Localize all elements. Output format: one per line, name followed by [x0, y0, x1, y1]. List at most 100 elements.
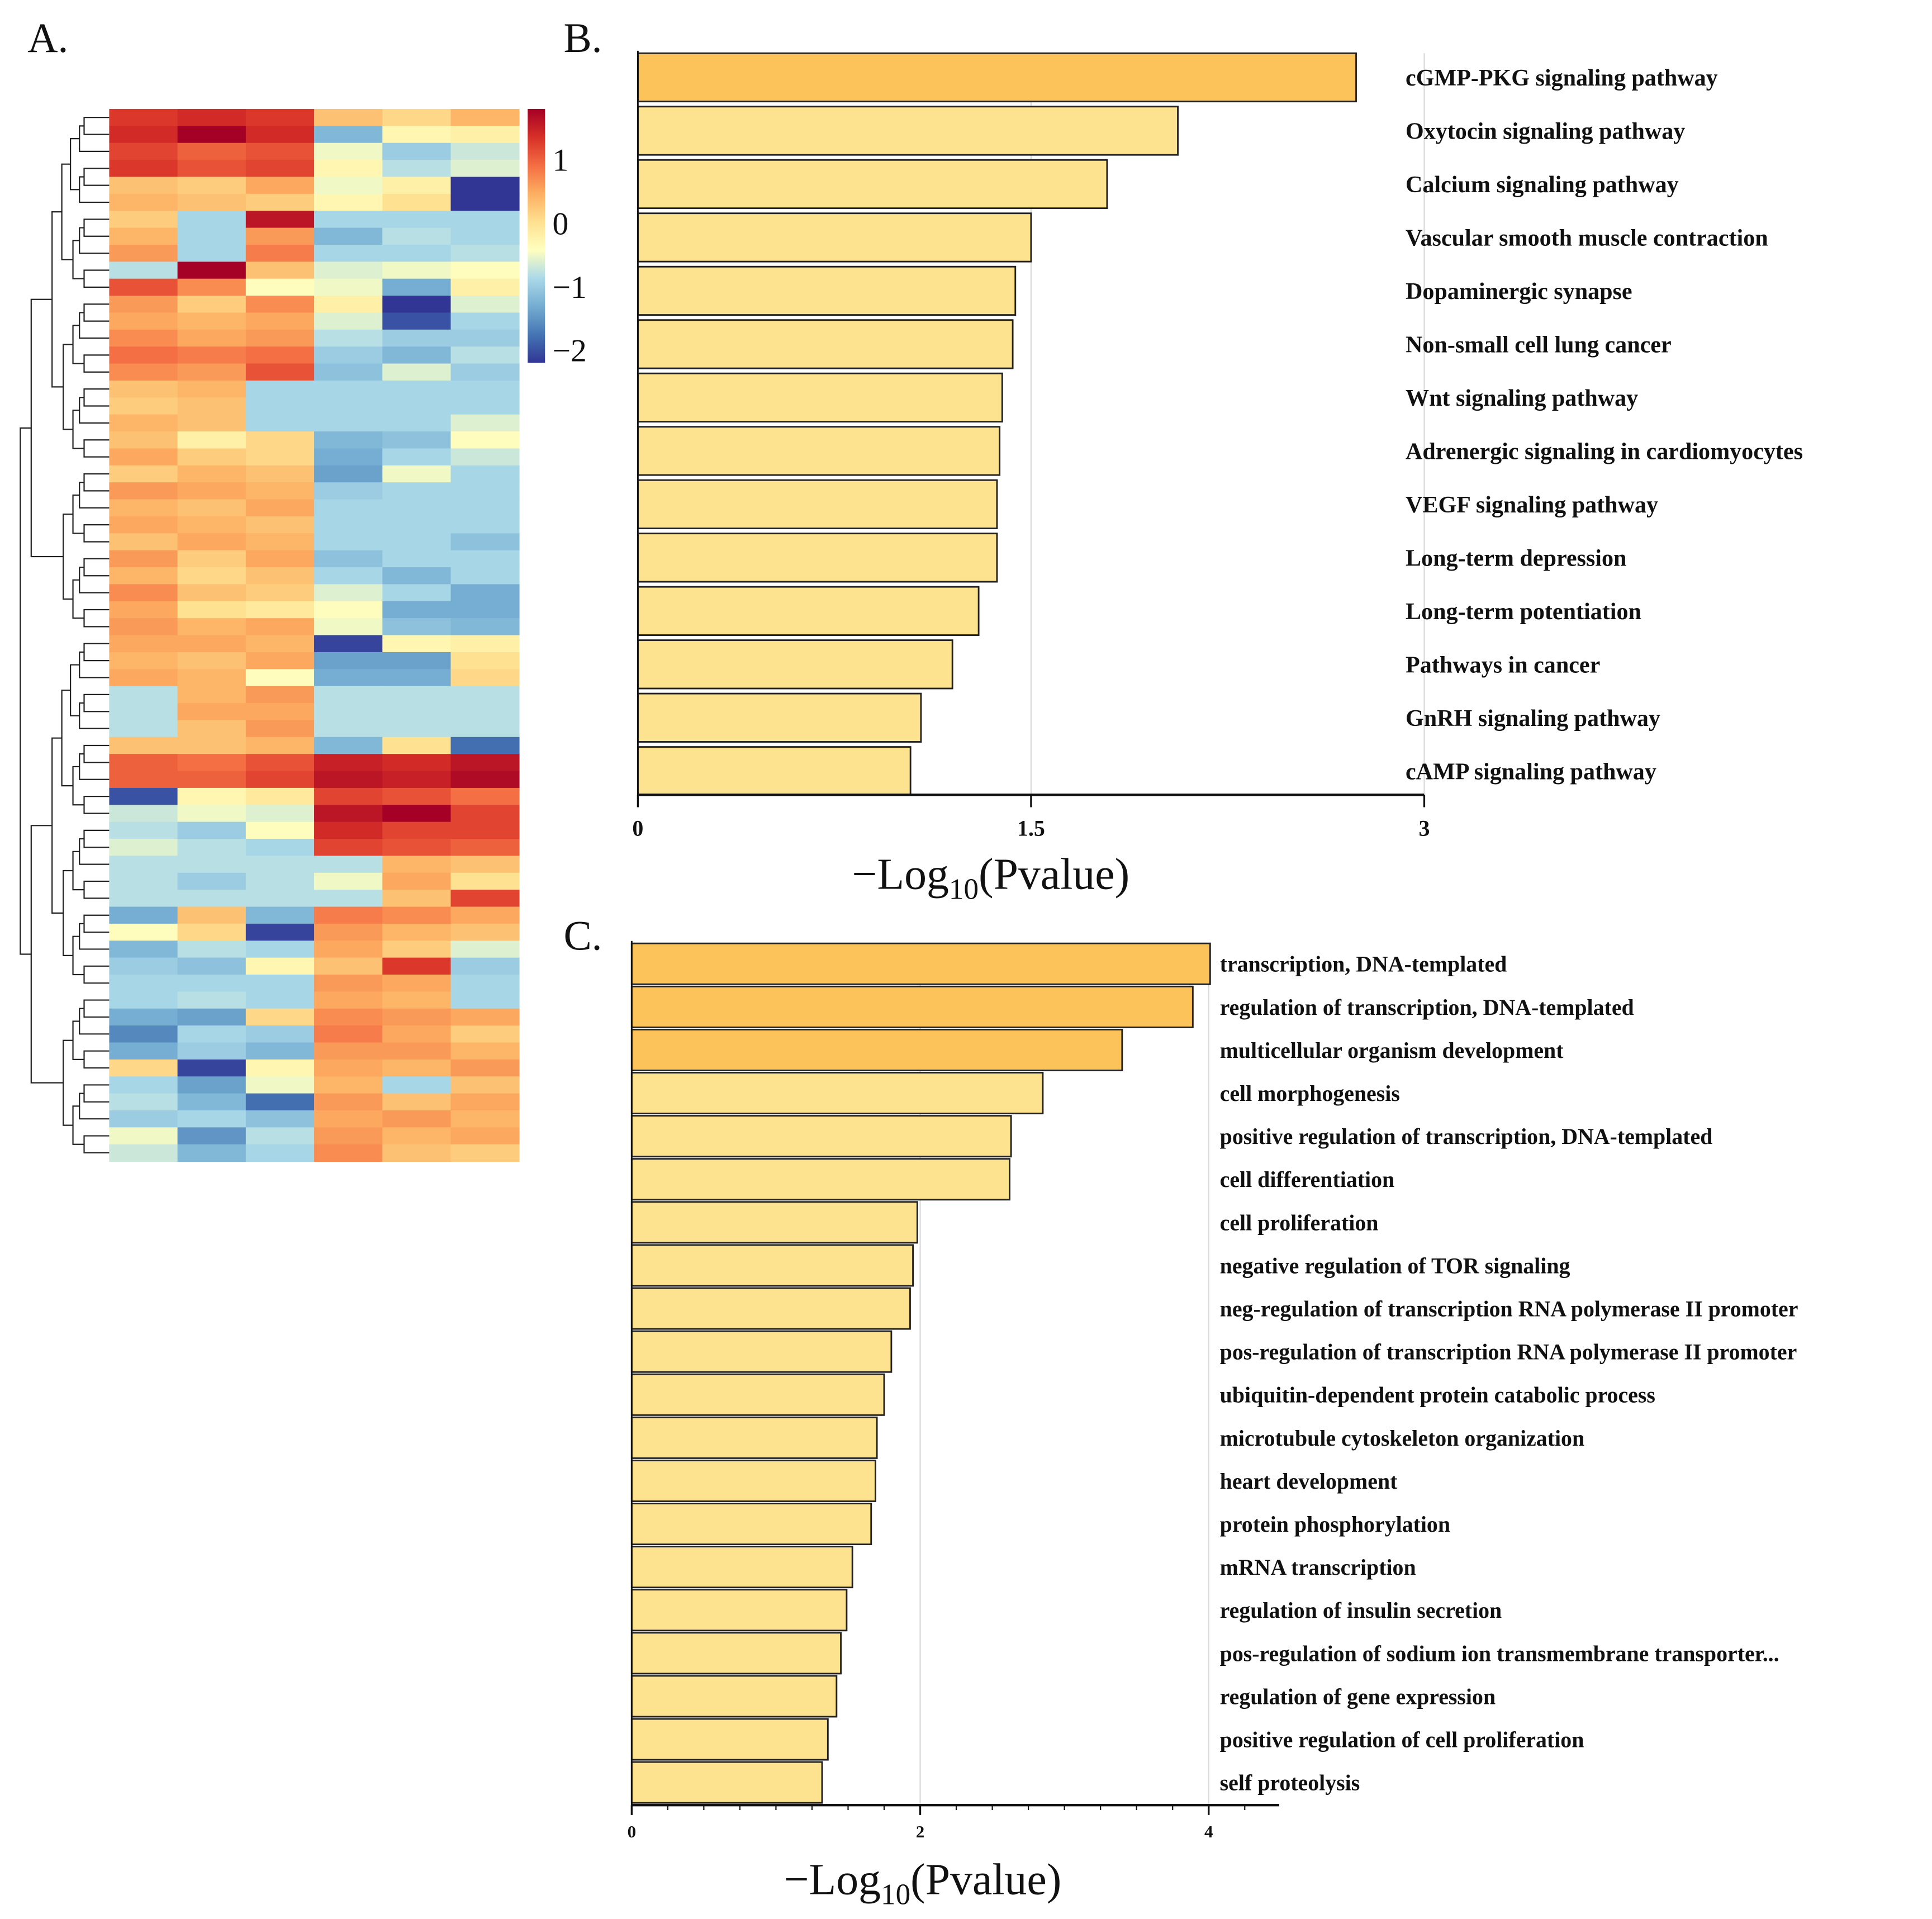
heatmap-cell — [450, 720, 520, 738]
heatmap-cell — [109, 720, 178, 738]
dendrogram-branch — [83, 609, 110, 628]
heatmap-cell — [109, 940, 178, 958]
colorbar-tick-label: −2 — [553, 333, 587, 368]
heatmap-cell — [382, 805, 452, 823]
bar — [630, 1459, 876, 1502]
heatmap-cell — [382, 957, 452, 975]
heatmap-cell — [450, 940, 520, 958]
heatmap-cell — [382, 211, 452, 229]
heatmap-cell — [177, 975, 246, 992]
heatmap-cell — [314, 499, 383, 517]
dendrogram-branch — [83, 694, 110, 712]
heatmap-cell — [245, 227, 315, 245]
heatmap-cell — [177, 516, 246, 534]
panel-label-c: C. — [563, 913, 602, 959]
heatmap-cell — [177, 1025, 246, 1043]
heatmap-cell — [314, 1093, 383, 1111]
heatmap-cell — [177, 686, 246, 704]
heatmap-cell — [450, 193, 520, 212]
heatmap-cell — [382, 754, 452, 772]
heatmap-cell — [382, 567, 452, 585]
x-tick-label: 1.5 — [1017, 815, 1045, 840]
heatmap-cell — [450, 1008, 520, 1027]
heatmap-cell — [314, 550, 383, 568]
heatmap-cell — [245, 737, 315, 755]
bar — [630, 1330, 893, 1373]
heatmap-cell — [177, 397, 246, 415]
heatmap-cell — [245, 431, 315, 449]
heatmap-cell — [450, 296, 520, 314]
heatmap-cell — [314, 940, 383, 958]
heatmap-cell — [245, 771, 315, 788]
bar — [630, 1115, 1012, 1158]
dendrogram-branch — [72, 851, 84, 891]
heatmap-cell — [382, 177, 452, 194]
heatmap-cell — [314, 856, 383, 873]
heatmap-cell — [382, 584, 452, 602]
dendrogram-branch — [83, 269, 110, 288]
heatmap-cell — [177, 312, 246, 330]
bar — [630, 1632, 842, 1675]
heatmap-cell — [314, 669, 383, 687]
heatmap-panel-a — [109, 108, 520, 1162]
heatmap-cell — [314, 1144, 383, 1162]
heatmap-cell — [314, 346, 383, 364]
heatmap-cell — [245, 805, 315, 823]
heatmap-cell — [382, 906, 452, 924]
heatmap-cell — [109, 414, 178, 432]
heatmap-cell — [314, 805, 383, 823]
category-label: regulation of transcription, DNA-templat… — [1220, 995, 1634, 1020]
heatmap-cell — [450, 805, 520, 823]
dendrogram-branch — [83, 303, 110, 322]
heatmap-cell — [109, 856, 178, 873]
dendrogram-branch — [72, 240, 84, 279]
heatmap-cell — [109, 1042, 178, 1060]
heatmap-cell — [450, 329, 520, 348]
heatmap-cell — [314, 160, 383, 178]
heatmap-cell — [382, 1110, 452, 1128]
heatmap-cell — [245, 533, 315, 551]
heatmap-cell — [450, 686, 520, 704]
heatmap-cell — [109, 346, 178, 364]
x-axis-title-subscript: 10 — [949, 872, 979, 905]
heatmap-cell — [382, 856, 452, 873]
heatmap-cell — [450, 397, 520, 415]
bar — [637, 212, 1032, 263]
heatmap-cell — [314, 1042, 383, 1060]
heatmap-cell — [177, 329, 246, 348]
heatmap-cell — [177, 533, 246, 551]
heatmap-cell — [109, 821, 178, 839]
heatmap-cell — [177, 618, 246, 636]
heatmap-cell — [382, 1076, 452, 1094]
heatmap-cell — [245, 397, 315, 415]
heatmap-cell — [314, 601, 383, 619]
category-label: protein phosphorylation — [1220, 1512, 1450, 1537]
heatmap-cell — [177, 584, 246, 602]
heatmap-cell — [177, 957, 246, 975]
heatmap-cell — [109, 805, 178, 823]
dendrogram-branch — [83, 168, 110, 186]
heatmap-cell — [450, 414, 520, 432]
heatmap-cell — [177, 262, 246, 279]
dendrogram-branch — [83, 880, 110, 899]
x-tick-label: 0 — [632, 815, 643, 840]
heatmap-cell — [382, 160, 452, 178]
heatmap-cell — [245, 839, 315, 857]
heatmap-cell — [177, 991, 246, 1009]
heatmap-cell — [450, 142, 520, 160]
dendrogram-branch — [83, 965, 110, 984]
heatmap-cell — [245, 890, 315, 908]
heatmap-cell — [314, 584, 383, 602]
heatmap-cell — [382, 975, 452, 992]
heatmap-cell — [314, 957, 383, 975]
heatmap-cell — [450, 975, 520, 992]
dendrogram-branch — [83, 388, 110, 407]
heatmap-cell — [245, 991, 315, 1009]
heatmap-cell — [177, 227, 246, 245]
x-axis-title-tail: (Pvalue) — [910, 1855, 1061, 1904]
heatmap-cell — [177, 193, 246, 212]
heatmap-cell — [382, 142, 452, 160]
bar — [630, 1244, 914, 1287]
heatmap-cell — [177, 1127, 246, 1145]
dendrogram-branch — [63, 870, 73, 956]
